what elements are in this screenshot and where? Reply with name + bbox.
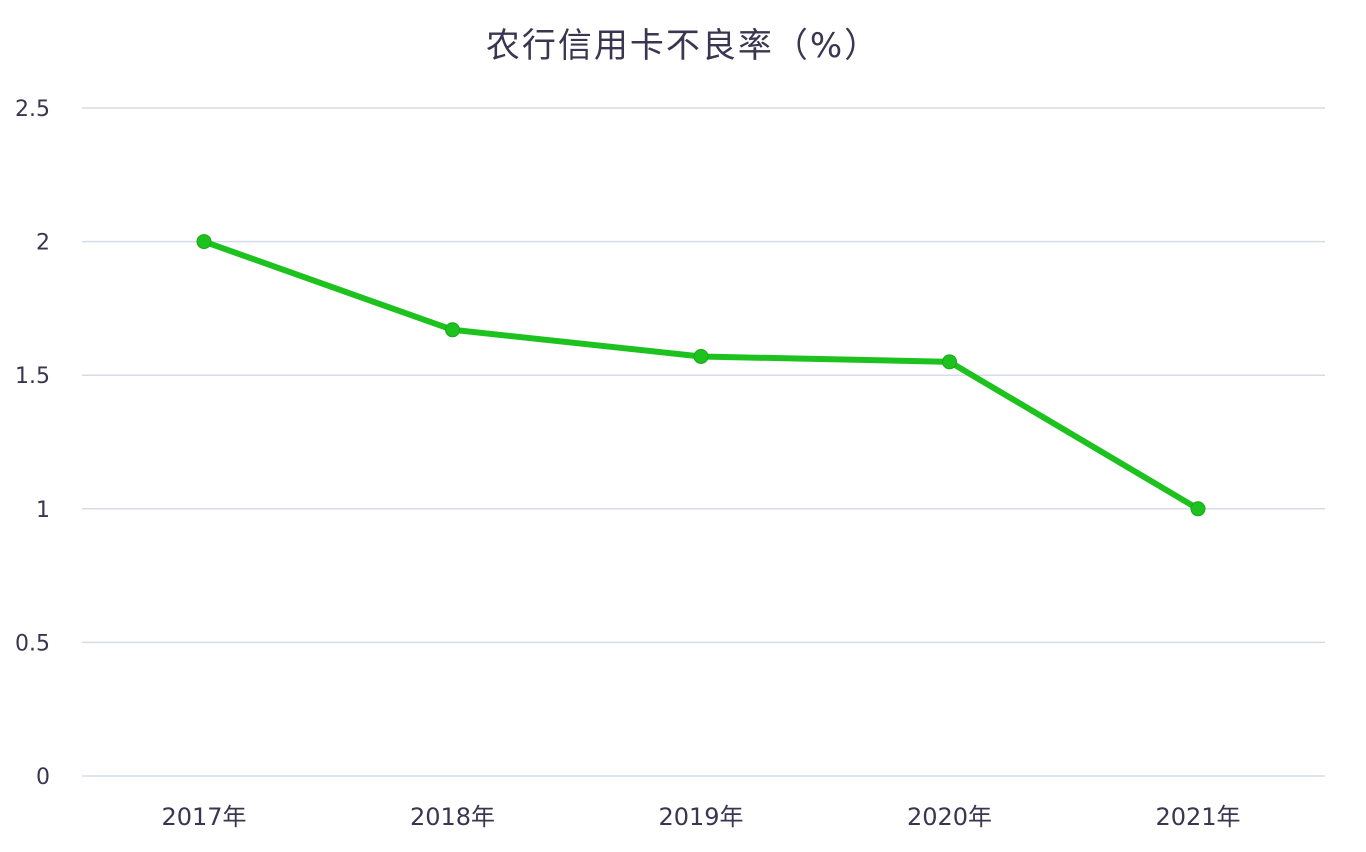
x-tick-label: 2020年 — [907, 803, 992, 831]
data-point — [1190, 501, 1206, 517]
y-tick-label: 2.5 — [15, 97, 50, 122]
x-tick-label: 2021年 — [1155, 803, 1240, 831]
x-tick-label: 2019年 — [658, 803, 743, 831]
data-point — [942, 354, 957, 370]
y-tick-label: 1 — [36, 498, 50, 523]
y-tick-label: 2 — [36, 231, 50, 256]
data-point — [445, 322, 460, 338]
data-point — [693, 348, 709, 364]
x-tick-label: 2017年 — [161, 803, 246, 831]
y-tick-label: 0.5 — [15, 631, 50, 656]
y-tick-label: 0 — [36, 765, 50, 790]
y-tick-label: 1.5 — [15, 364, 50, 389]
x-tick-label: 2018年 — [410, 803, 495, 831]
chart-title: 农行信用卡不良率（%） — [485, 26, 881, 66]
data-point — [196, 234, 212, 250]
